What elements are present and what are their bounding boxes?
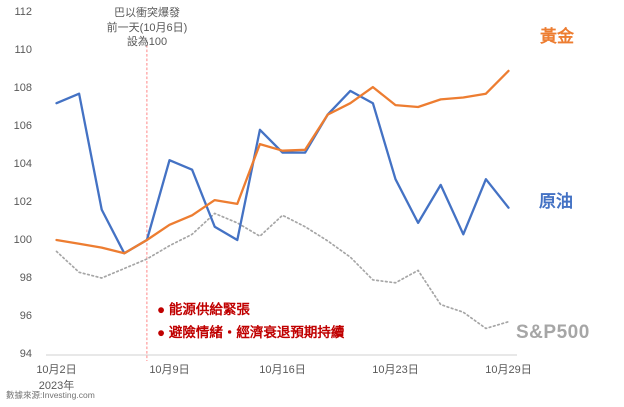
y-tick-label: 98 xyxy=(19,272,32,284)
callout-line-2: ● 避險情緒・經濟衰退預期持續 xyxy=(157,325,345,340)
crude-oil-line xyxy=(55,89,510,255)
sp500-line xyxy=(55,212,510,330)
x-tick-label: 10月29日 xyxy=(485,364,532,376)
y-tick-label: 112 xyxy=(14,6,32,18)
y-tick-label: 106 xyxy=(13,120,32,132)
annotation-line-3: 設為100 xyxy=(126,36,168,48)
series-label-crude-oil: 原油 xyxy=(539,192,573,211)
gold-line xyxy=(55,69,510,255)
y-tick-label: 110 xyxy=(14,44,32,56)
y-tick-label: 100 xyxy=(13,234,32,246)
x-tick-label: 10月9日 xyxy=(149,364,190,376)
annotation-line-2: 前一天(10月6日) xyxy=(106,21,188,34)
x-tick-label: 10月23日 xyxy=(372,364,419,376)
x-tick-label: 10月2日 xyxy=(36,364,77,376)
annotation-line-1: 巴以衝突爆發 xyxy=(114,7,180,19)
series-label-sp500: S&P500 xyxy=(516,322,590,343)
reference-line-annotation: 巴以衝突爆發 前一天(10月6日) 設為100 xyxy=(66,6,228,50)
data-source-note: 數據來源:Investing.com xyxy=(6,390,95,400)
y-tick-label: 102 xyxy=(13,196,32,208)
series-label-gold: 黃金 xyxy=(540,27,574,46)
callout-line-1: ● 能源供給緊張 xyxy=(157,302,250,317)
y-tick-label: 108 xyxy=(13,82,32,94)
x-tick-label: 10月16日 xyxy=(259,364,306,376)
y-tick-label: 94 xyxy=(19,348,32,360)
y-tick-label: 96 xyxy=(19,310,32,322)
x-axis-year-label: 2023年 xyxy=(38,380,75,392)
callout-text-block: ● 能源供給緊張 ● 避險情緒・經濟衰退預期持續 xyxy=(157,298,457,344)
y-tick-label: 104 xyxy=(13,158,32,170)
